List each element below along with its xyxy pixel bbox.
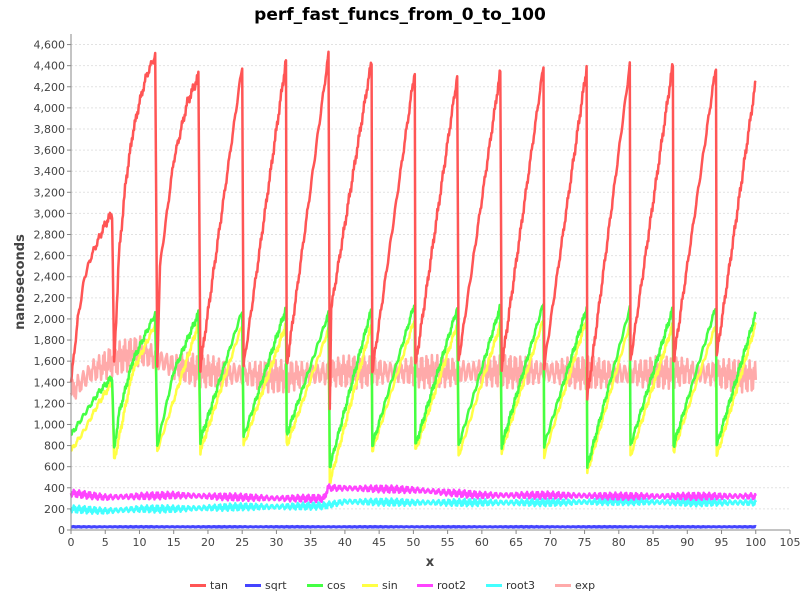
legend-label-tan: tan — [210, 579, 228, 592]
x-tick-label: 45 — [372, 536, 386, 549]
y-tick-label: 0 — [58, 524, 65, 537]
legend-label-cos: cos — [327, 579, 346, 592]
y-tick-label: 1,600 — [34, 355, 66, 368]
y-tick-label: 3,200 — [34, 186, 66, 199]
y-tick-label: 2,000 — [34, 313, 66, 326]
x-tick-label: 20 — [201, 536, 215, 549]
series-line-root2 — [69, 483, 757, 504]
y-tick-label: 1,000 — [34, 418, 66, 431]
legend-label-sin: sin — [382, 579, 398, 592]
legend-swatch-tan — [190, 584, 206, 587]
x-tick-label: 85 — [646, 536, 660, 549]
legend-label-root3: root3 — [506, 579, 535, 592]
y-tick-label: 1,200 — [34, 397, 66, 410]
y-tick-label: 4,000 — [34, 102, 66, 115]
x-tick-label: 95 — [715, 536, 729, 549]
chart-title: perf_fast_funcs_from_0_to_100 — [254, 5, 546, 25]
x-tick-label: 60 — [475, 536, 489, 549]
legend-swatch-root3 — [486, 584, 502, 587]
x-tick-label: 35 — [304, 536, 318, 549]
y-tick-label: 3,600 — [34, 144, 66, 157]
y-tick-label: 1,800 — [34, 334, 66, 347]
legend-label-sqrt: sqrt — [265, 579, 287, 592]
x-tick-label: 105 — [780, 536, 800, 549]
series-line-sin — [70, 316, 757, 485]
series-line-sqrt — [70, 524, 757, 529]
x-tick-label: 80 — [612, 536, 626, 549]
y-tick-label: 4,200 — [34, 81, 66, 94]
legend-swatch-cos — [307, 584, 323, 587]
y-tick-label: 3,000 — [34, 207, 66, 220]
x-tick-label: 10 — [132, 536, 146, 549]
y-tick-label: 400 — [44, 482, 65, 495]
plot-area — [71, 34, 790, 530]
y-tick-label: 600 — [44, 461, 65, 474]
x-tick-label: 55 — [441, 536, 455, 549]
legend: tan sqrt cos sin root2 root3 exp — [190, 579, 595, 592]
y-tick-label: 800 — [44, 440, 65, 453]
x-tick-label: 70 — [543, 536, 557, 549]
series-line-cos — [70, 303, 757, 469]
y-tick-label: 1,400 — [34, 376, 66, 389]
series-line-root3 — [69, 496, 757, 515]
y-tick-labels: 0 200 400 600 800 1,000 1,200 1,400 1,600 1,800 2,… — [34, 39, 71, 537]
x-tick-label: 15 — [167, 536, 181, 549]
x-tick-label: 0 — [68, 536, 75, 549]
legend-label-exp: exp — [575, 579, 595, 592]
x-tick-label: 5 — [102, 536, 109, 549]
x-tick-label: 25 — [235, 536, 249, 549]
x-tick-label: 100 — [745, 536, 766, 549]
axes — [70, 34, 790, 531]
x-tick-label: 50 — [406, 536, 420, 549]
y-axis-label: nanoseconds — [13, 234, 28, 330]
x-tick-labels: 0 5 10 15 20 25 30 35 40 45 50 55 60 65 70 75 80 85 90 95 10… — [68, 530, 800, 549]
y-tick-label: 4,600 — [34, 39, 66, 52]
legend-swatch-sqrt — [245, 584, 261, 587]
series-layer — [69, 50, 758, 529]
legend-swatch-exp — [555, 584, 571, 587]
y-tick-label: 2,800 — [34, 229, 66, 242]
y-tick-label: 2,200 — [34, 292, 66, 305]
x-axis-label: x — [426, 555, 435, 570]
series-line-exp — [69, 335, 758, 400]
y-tick-label: 3,800 — [34, 123, 66, 136]
x-tick-label: 75 — [578, 536, 592, 549]
series-line-tan — [69, 50, 757, 411]
y-tick-label: 4,400 — [34, 60, 66, 73]
y-tick-label: 200 — [44, 503, 65, 516]
legend-label-root2: root2 — [437, 579, 466, 592]
legend-swatch-sin — [362, 584, 378, 587]
legend-swatch-root2 — [417, 584, 433, 587]
x-tick-label: 90 — [680, 536, 694, 549]
y-tick-label: 2,600 — [34, 250, 66, 263]
y-tick-label: 2,400 — [34, 271, 66, 284]
x-tick-label: 40 — [338, 536, 352, 549]
y-tick-label: 3,400 — [34, 165, 66, 178]
x-tick-label: 65 — [509, 536, 523, 549]
x-tick-label: 30 — [269, 536, 283, 549]
